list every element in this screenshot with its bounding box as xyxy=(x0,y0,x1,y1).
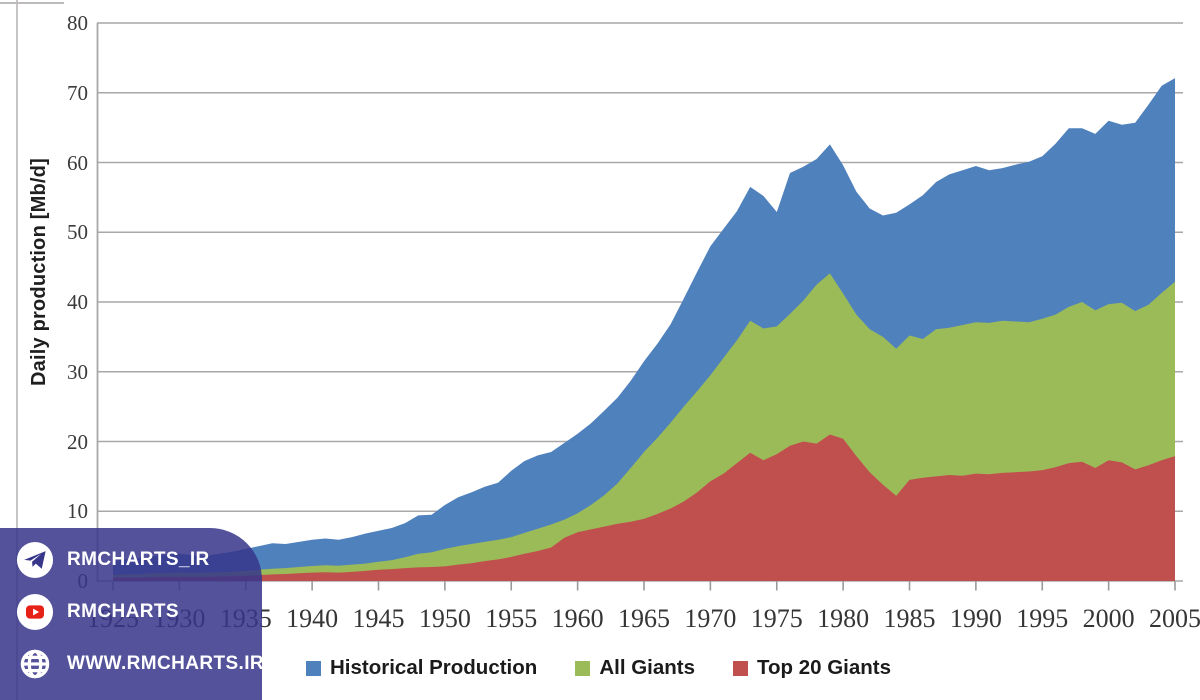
page-edge-horizontal-line xyxy=(0,2,64,4)
y-tick-label-20: 20 xyxy=(67,429,88,454)
x-tick-label-1960: 1960 xyxy=(551,604,604,633)
x-tick-label-1965: 1965 xyxy=(618,604,670,633)
x-tick-label-1945: 1945 xyxy=(352,604,405,633)
area-top-20-giants xyxy=(113,434,1175,581)
x-tick-label-1990: 1990 xyxy=(949,604,1002,633)
legend-swatch-icon xyxy=(306,660,321,676)
y-tick-label-40: 40 xyxy=(67,290,88,314)
y-tick-label-60: 60 xyxy=(67,150,88,175)
watermark-youtube-label: RMCHARTS xyxy=(67,601,179,622)
watermark-telegram-row[interactable]: RMCHARTS_IR xyxy=(16,541,262,579)
globe-icon xyxy=(20,649,50,679)
y-tick-label-50: 50 xyxy=(67,220,88,245)
legend-swatch-icon xyxy=(733,660,748,676)
y-tick-label-30: 30 xyxy=(67,359,88,384)
x-tick-label-1985: 1985 xyxy=(883,604,936,633)
legend-label: Historical Production xyxy=(330,656,538,679)
watermark-website-label: WWW.RMCHARTS.IR xyxy=(67,653,265,674)
x-tick-label-1940: 1940 xyxy=(286,604,339,633)
x-tick-label-1980: 1980 xyxy=(817,604,870,633)
watermark-youtube-row[interactable]: RMCHARTS xyxy=(16,593,262,631)
y-tick-label-80: 80 xyxy=(67,11,88,35)
legend-item-top-20-giants: Top 20 Giants xyxy=(733,656,891,680)
x-tick-label-1975: 1975 xyxy=(750,604,803,633)
y-tick-label-70: 70 xyxy=(67,80,88,105)
legend-label: Top 20 Giants xyxy=(757,656,892,679)
watermark-overlay: RMCHARTS_IR RMCHARTS WWW.RMCHARTS.IR xyxy=(0,528,265,700)
youtube-icon xyxy=(16,593,54,631)
x-tick-label-1950: 1950 xyxy=(418,604,471,633)
legend-swatch-icon xyxy=(575,660,591,676)
legend-item-historical-production: Historical Production xyxy=(306,656,537,680)
page-edge-vertical-line xyxy=(16,0,18,700)
watermark-telegram-label: RMCHARTS_IR xyxy=(67,549,210,570)
x-tick-label-1970: 1970 xyxy=(684,604,737,633)
telegram-icon xyxy=(16,541,54,579)
watermark-website-row[interactable]: WWW.RMCHARTS.IR xyxy=(16,645,265,683)
legend-label: All Giants xyxy=(599,656,695,679)
x-tick-label-1995: 1995 xyxy=(1016,604,1069,633)
legend-item-all-giants: All Giants xyxy=(575,656,695,680)
x-tick-label-2005: 2005 xyxy=(1149,604,1200,633)
y-tick-label-10: 10 xyxy=(67,499,88,524)
chart-legend: Historical Production All Giants Top 20 Gi… xyxy=(306,656,891,680)
x-tick-label-1955: 1955 xyxy=(485,604,538,633)
x-tick-label-2000: 2000 xyxy=(1082,604,1135,633)
y-axis-title: Daily production [Mb/d] xyxy=(28,158,50,386)
